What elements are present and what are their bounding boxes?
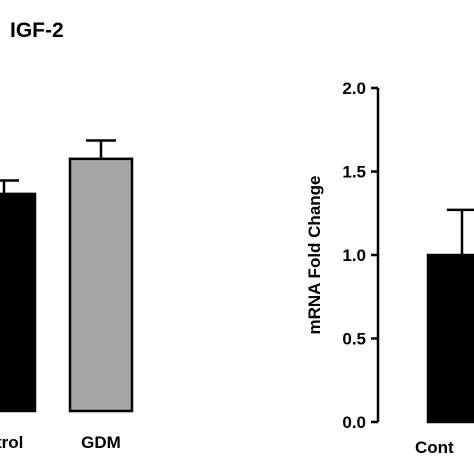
bar: [68, 157, 134, 413]
y-tick-label: 1.0: [342, 246, 366, 265]
panel-title: IGF-2: [10, 19, 64, 42]
y-tick-label: 0.0: [342, 413, 366, 432]
x-tick-label: Cont: [415, 438, 454, 457]
y-axis-label: mRNA Fold Change: [305, 176, 324, 335]
x-tick-label: trol: [0, 433, 23, 452]
x-tick-label: GDM: [81, 433, 121, 452]
y-tick-label: 0.5: [342, 330, 366, 349]
bar: [426, 253, 474, 424]
bar: [0, 192, 37, 413]
y-tick-label: 2.0: [342, 79, 366, 98]
y-tick-label: 1.5: [342, 163, 366, 182]
